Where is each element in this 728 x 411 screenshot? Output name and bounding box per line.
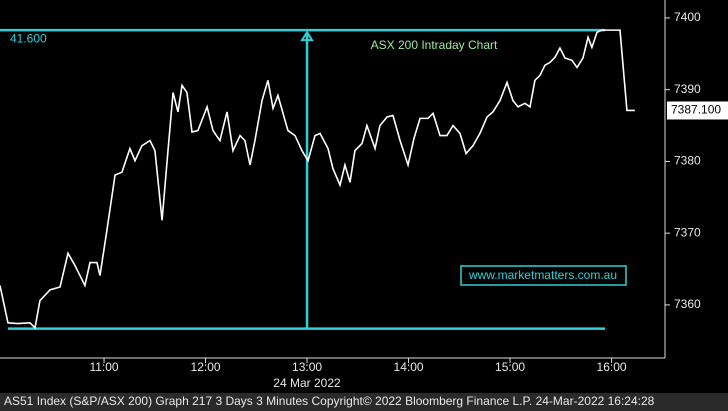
last-value-label: 7387.100 — [671, 103, 721, 117]
last-value-box — [667, 101, 728, 120]
y-tick-label: 7380 — [674, 154, 701, 168]
chart-title: ASX 200 Intraday Chart — [371, 38, 498, 52]
footer-bar — [0, 393, 728, 411]
date-label: 24 Mar 2022 — [273, 376, 341, 390]
x-tick-label: 11:00 — [89, 360, 118, 374]
y-tick-label: 7360 — [674, 297, 701, 311]
arrow-head — [300, 30, 314, 42]
y-tick-label: 7400 — [674, 10, 701, 24]
x-tick-label: 13:00 — [292, 360, 322, 374]
price-line — [0, 29, 635, 330]
x-tick-label: 16:00 — [597, 360, 627, 374]
x-tick-label: 14:00 — [394, 360, 424, 374]
y-tick-label: 7370 — [674, 225, 701, 239]
watermark: www.marketmatters.com.au — [468, 268, 617, 282]
x-tick-label: 15:00 — [495, 360, 525, 374]
measure-label: 41.600 — [10, 31, 47, 45]
x-tick-label: 12:00 — [191, 360, 221, 374]
footer: AS51 Index (S&P/ASX 200) Graph 217 3 Day… — [4, 394, 655, 408]
watermark-box — [460, 265, 627, 286]
y-tick-label: 7390 — [674, 82, 701, 96]
